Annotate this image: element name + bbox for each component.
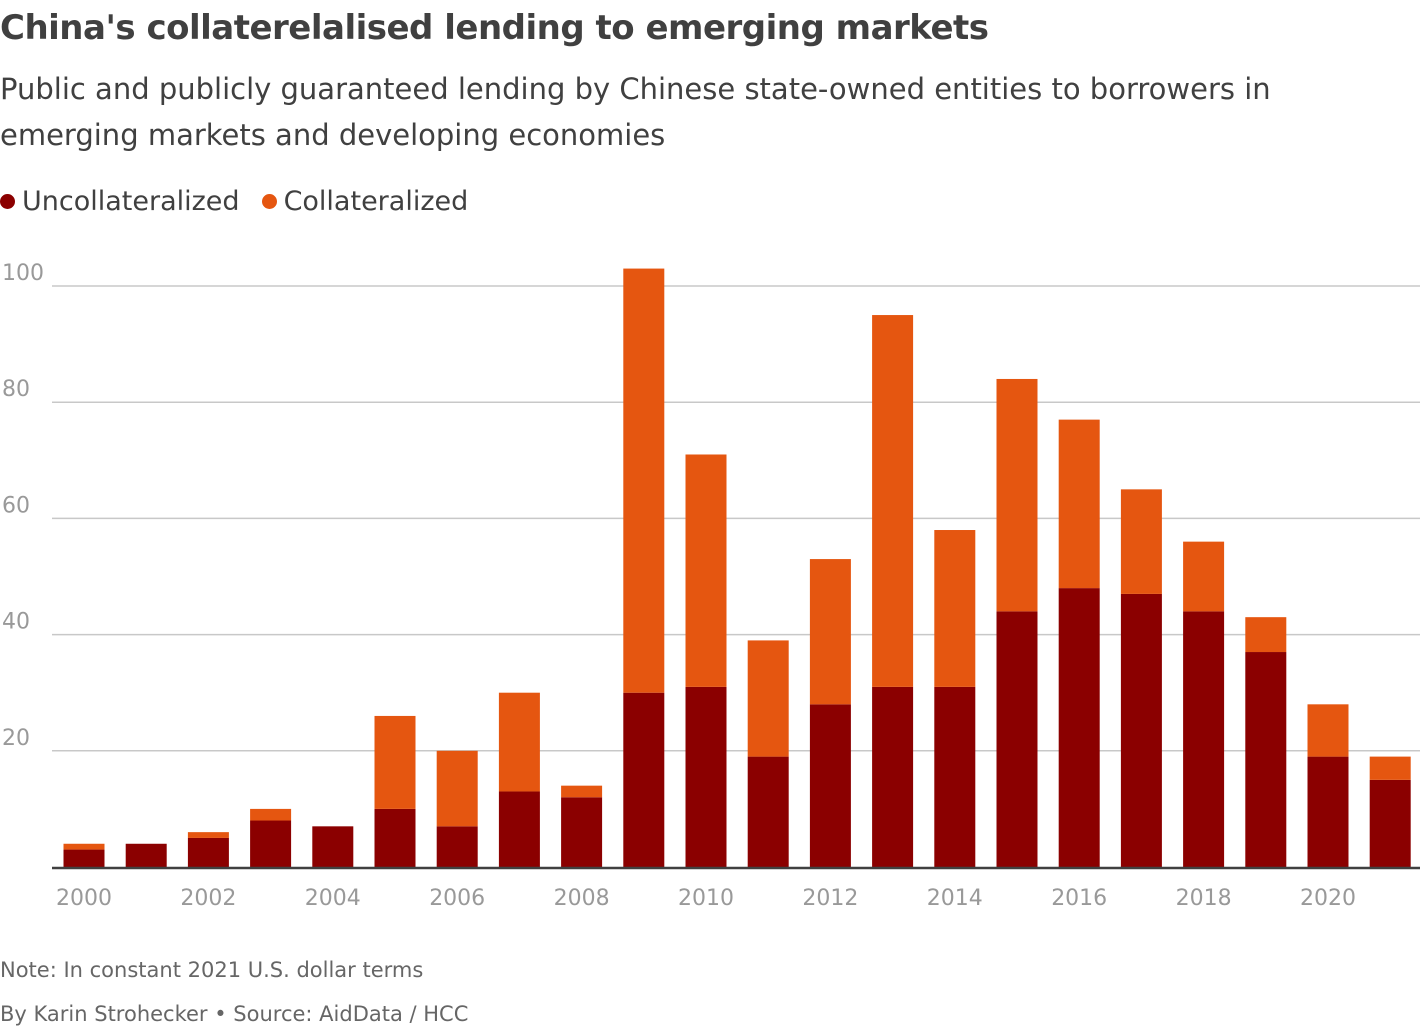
bar-uncollateralized-2004 (312, 826, 354, 867)
bar-uncollateralized-2007 (498, 791, 540, 867)
bar-uncollateralized-2011 (747, 756, 789, 867)
y-tick-label: 20 (2, 726, 30, 751)
bar-uncollateralized-2000 (63, 849, 105, 867)
bar-uncollateralized-2018 (1183, 611, 1225, 867)
bar-collateralized-2014 (934, 530, 976, 687)
bar-uncollateralized-2006 (436, 826, 478, 867)
x-tick-label: 2008 (554, 886, 610, 911)
legend-dot-uncollateralized (0, 194, 15, 209)
bar-collateralized-2015 (996, 378, 1038, 612)
bar-uncollateralized-2014 (934, 686, 976, 867)
bar-collateralized-2010 (685, 454, 727, 687)
bar-collateralized-2020 (1307, 704, 1349, 757)
bar-collateralized-2003 (250, 808, 292, 821)
bar-uncollateralized-2020 (1307, 756, 1349, 867)
bar-collateralized-2005 (374, 715, 416, 809)
bar-collateralized-2021 (1369, 756, 1411, 780)
bar-uncollateralized-2001 (125, 843, 167, 867)
bar-uncollateralized-2013 (872, 686, 914, 867)
y-tick-label: 100 (2, 261, 44, 286)
bar-collateralized-2009 (623, 268, 665, 693)
bar-collateralized-2016 (1058, 419, 1100, 589)
bar-uncollateralized-2003 (250, 820, 292, 867)
bar-uncollateralized-2009 (623, 692, 665, 867)
bar-uncollateralized-2012 (809, 704, 851, 867)
bar-uncollateralized-2021 (1369, 779, 1411, 867)
bar-collateralized-2012 (809, 559, 851, 705)
bar-collateralized-2008 (561, 785, 603, 798)
legend-item-uncollateralized: Uncollateralized (0, 186, 240, 217)
y-tick-label: 60 (2, 493, 30, 518)
x-tick-label: 2012 (802, 886, 858, 911)
chart-subtitle: Public and publicly guaranteed lending b… (0, 72, 1271, 152)
chart-title: China's collaterelalised lending to emer… (0, 8, 989, 48)
bar-collateralized-2011 (747, 640, 789, 757)
x-tick-label: 2004 (305, 886, 361, 911)
bar-uncollateralized-2010 (685, 686, 727, 867)
x-tick-label: 2020 (1300, 886, 1356, 911)
byline: By Karin Strohecker • Source: AidData / … (0, 1002, 469, 1026)
x-tick-label: 2000 (56, 886, 112, 911)
bar-collateralized-2019 (1245, 617, 1287, 653)
legend-item-collateralized: Collateralized (261, 186, 469, 217)
x-tick-label: 2010 (678, 886, 734, 911)
bar-uncollateralized-2002 (187, 837, 229, 867)
y-tick-label: 40 (2, 610, 30, 635)
note: Note: In constant 2021 U.S. dollar terms (0, 958, 424, 982)
bar-uncollateralized-2015 (996, 611, 1038, 867)
bar-uncollateralized-2017 (1120, 593, 1162, 867)
x-tick-label: 2006 (429, 886, 485, 911)
bar-collateralized-2002 (187, 832, 229, 838)
bar-collateralized-2018 (1183, 541, 1225, 612)
bar-uncollateralized-2016 (1058, 588, 1100, 867)
legend-label: Collateralized (283, 186, 469, 217)
bar-collateralized-2006 (436, 750, 478, 827)
legend: Uncollateralized Collateralized (0, 186, 490, 217)
x-tick-label: 2002 (180, 886, 236, 911)
x-tick-label: 2018 (1176, 886, 1232, 911)
x-tick-label: 2014 (927, 886, 983, 911)
bar-uncollateralized-2005 (374, 808, 416, 867)
bar-collateralized-2007 (498, 692, 540, 792)
bar-uncollateralized-2008 (561, 797, 603, 867)
legend-dot-collateralized (261, 194, 277, 209)
y-tick-label: 80 (2, 377, 30, 402)
bar-collateralized-2000 (63, 843, 105, 850)
legend-label: Uncollateralized (22, 186, 240, 217)
bar-collateralized-2017 (1120, 489, 1162, 594)
bar-uncollateralized-2019 (1245, 652, 1287, 867)
bar-collateralized-2013 (872, 315, 914, 687)
x-tick-label: 2016 (1051, 886, 1107, 911)
